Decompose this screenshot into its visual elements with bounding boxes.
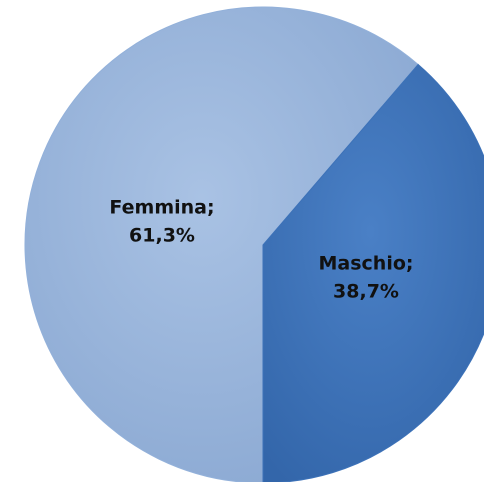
slice-value-label: 61,3%: [129, 225, 195, 247]
slice-category-label: Maschio;: [319, 253, 414, 275]
slice-value-label: 38,7%: [333, 281, 399, 303]
slice-category-label: Femmina;: [109, 197, 214, 219]
pie-slice: [262, 63, 484, 482]
pie-slice: [24, 6, 419, 482]
